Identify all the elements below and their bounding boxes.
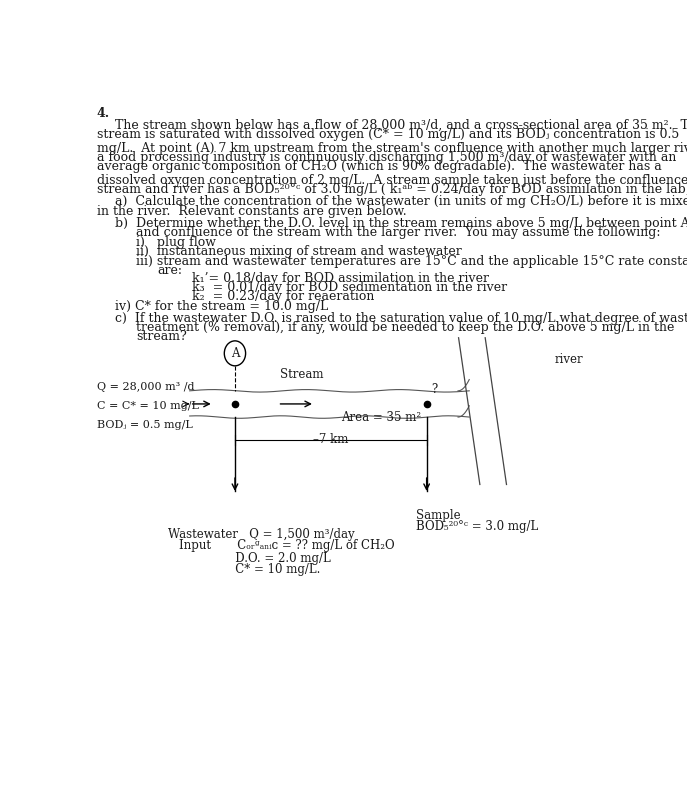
Text: iii) stream and wastewater temperatures are 15°C and the applicable 15°C rate co: iii) stream and wastewater temperatures … [137, 255, 687, 268]
Text: k₂  = 0.23/day for reaeration: k₂ = 0.23/day for reaeration [192, 290, 374, 303]
Text: river: river [554, 353, 583, 366]
Text: k₁’= 0.18/day for BOD assimilation in the river: k₁’= 0.18/day for BOD assimilation in th… [192, 272, 489, 285]
Text: are:: are: [158, 264, 183, 277]
Text: mg/L.  At point (A) 7 km upstream from the stream's confluence with another much: mg/L. At point (A) 7 km upstream from th… [96, 142, 687, 155]
Text: a food processing industry is continuously discharging 1,500 m³/day of wastewate: a food processing industry is continuous… [96, 151, 676, 164]
Text: Wastewater   Q = 1,500 m³/day: Wastewater Q = 1,500 m³/day [168, 528, 355, 541]
Text: c)  If the wastewater D.O. is raised to the saturation value of 10 mg/L what deg: c) If the wastewater D.O. is raised to t… [115, 311, 687, 324]
Text: Q = 28,000 m³ /d: Q = 28,000 m³ /d [96, 382, 194, 392]
Text: average organic composition of CH₂O (which is 90% degradable).  The wastewater h: average organic composition of CH₂O (whi… [96, 161, 662, 174]
Text: treatment (% removal), if any, would be needed to keep the D.O. above 5 mg/L in : treatment (% removal), if any, would be … [137, 321, 675, 334]
Text: BOD₅²⁰°ᶜ = 3.0 mg/L: BOD₅²⁰°ᶜ = 3.0 mg/L [416, 520, 538, 533]
Text: stream is saturated with dissolved oxygen (C* = 10 mg/L) and its BODⱼ concentrat: stream is saturated with dissolved oxyge… [96, 128, 679, 141]
Text: k₃  = 0.01/day for BOD sedimentation in the river: k₃ = 0.01/day for BOD sedimentation in t… [192, 281, 508, 294]
Text: b)  Determine whether the D.O. level in the stream remains above 5 mg/L between : b) Determine whether the D.O. level in t… [115, 217, 687, 230]
Text: dissolved oxygen concentration of 2 mg/L.  A stream sample taken just before the: dissolved oxygen concentration of 2 mg/L… [96, 174, 687, 187]
Text: a)  Calculate the concentration of the wastewater (in units of mg CH₂O/L) before: a) Calculate the concentration of the wa… [115, 195, 687, 208]
Text: ?: ? [431, 383, 437, 396]
Text: ii)  instantaneous mixing of stream and wastewater: ii) instantaneous mixing of stream and w… [137, 245, 462, 259]
Text: Sample: Sample [416, 509, 460, 522]
Text: C* = 10 mg/L.: C* = 10 mg/L. [179, 563, 320, 576]
Text: stream?: stream? [137, 330, 187, 343]
Text: and confluence of the stream with the larger river.  You may assume the followin: and confluence of the stream with the la… [137, 226, 661, 239]
Text: BODⱼ = 0.5 mg/L: BODⱼ = 0.5 mg/L [96, 420, 192, 430]
Text: –7 km: –7 km [313, 433, 348, 446]
Text: Input       Cₒᵣᵍₐₙᵢᴄ = ?? mg/L of CH₂O: Input Cₒᵣᵍₐₙᵢᴄ = ?? mg/L of CH₂O [179, 539, 394, 552]
Text: A: A [231, 347, 239, 360]
Text: in the river.  Relevant constants are given below.: in the river. Relevant constants are giv… [96, 204, 406, 217]
Text: Area = 35 m²: Area = 35 m² [341, 411, 422, 424]
Text: D.O. = 2.0 mg/L: D.O. = 2.0 mg/L [179, 552, 331, 565]
Text: Stream: Stream [280, 368, 324, 381]
Text: i)   plug flow: i) plug flow [137, 236, 216, 249]
Text: C = C* = 10 mg/L: C = C* = 10 mg/L [96, 401, 199, 411]
Text: stream and river has a BOD₅²⁰°ᶜ of 3.0 mg/L ( k₁ᵃᵇ = 0.24/day for BOD assimilati: stream and river has a BOD₅²⁰°ᶜ of 3.0 m… [96, 183, 687, 196]
Text: The stream shown below has a flow of 28,000 m³/d, and a cross-sectional area of : The stream shown below has a flow of 28,… [115, 118, 687, 131]
Text: iv) C* for the stream = 10.0 mg/L: iv) C* for the stream = 10.0 mg/L [115, 299, 328, 313]
Text: 4.: 4. [96, 107, 110, 120]
